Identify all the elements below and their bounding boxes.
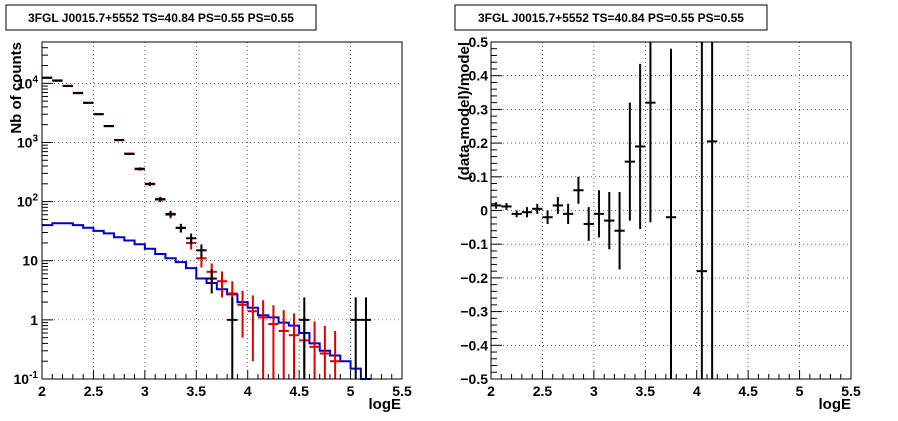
residual-point (542, 210, 553, 224)
data-point (144, 182, 156, 186)
data-point (350, 297, 361, 379)
right-x-tick-label: 3 (590, 383, 598, 399)
left-x-tick-label: 2 (38, 383, 46, 399)
right-x-tick-label: 2 (487, 383, 495, 399)
right-y-tick-label: 0.4 (469, 68, 489, 84)
right-y-axis-label: (data-model)/model (456, 42, 473, 180)
residual-point (501, 203, 512, 210)
left-x-tick-label: 4 (244, 383, 252, 399)
left-x-tick-label: 3 (141, 383, 149, 399)
model-point (268, 305, 279, 379)
residual-point (624, 102, 635, 221)
right-y-tick-label: −0.1 (460, 236, 488, 252)
left-panel: 3FGL J0015.7+5552 TS=40.84 PS=0.55 PS=0.… (5, 4, 412, 413)
data-point (206, 269, 217, 294)
data-point (72, 91, 84, 94)
model-point (247, 295, 258, 362)
residual-point (645, 42, 656, 223)
model-point (309, 321, 320, 379)
left-y-tick-label: 102 (17, 193, 39, 210)
residual-point (521, 207, 533, 218)
right-title: 3FGL J0015.7+5552 TS=40.84 PS=0.55 PS=0.… (478, 11, 744, 25)
right-y-tick-label: 0 (480, 203, 488, 219)
right-residual-points (491, 42, 718, 379)
left-x-tick-label: 2.5 (84, 383, 104, 399)
left-y-tick-label: 1 (30, 312, 38, 328)
left-y-tick-label: 103 (17, 133, 39, 150)
right-title-box (454, 4, 768, 31)
data-point (155, 196, 166, 202)
left-source-histogram (42, 222, 372, 380)
right-panel: 3FGL J0015.7+5552 TS=40.84 PS=0.55 PS=0.… (454, 4, 861, 413)
right-x-tick-label: 5 (796, 383, 804, 399)
model-point (216, 271, 228, 298)
residual-point (511, 210, 522, 218)
data-point (227, 297, 238, 379)
left-plot-frame (41, 41, 403, 380)
left-x-axis-label: logE (369, 396, 402, 413)
residual-point (604, 191, 615, 250)
left-y-axis-label: Nb of counts (8, 42, 25, 134)
left-x-tick-label: 5.5 (392, 383, 412, 399)
residual-point (593, 190, 605, 238)
right-y-tick-label: 0.5 (469, 34, 489, 50)
residual-point (491, 202, 502, 209)
residual-point (552, 197, 563, 214)
left-x-tick-label: 3.5 (187, 383, 207, 399)
data-point (186, 233, 197, 245)
model-point (330, 330, 341, 379)
data-point (83, 101, 94, 104)
residual-point (563, 203, 574, 224)
model-point (288, 313, 300, 379)
left-y-tick-label: 10 (22, 253, 38, 269)
model-point (278, 310, 289, 379)
right-y-tick-label: −0.2 (460, 270, 488, 286)
residual-point (635, 63, 646, 230)
residual-point (573, 176, 584, 204)
data-point (299, 297, 310, 379)
data-point (175, 223, 186, 233)
data-point (62, 85, 73, 88)
model-point (237, 290, 248, 338)
left-x-tick-label: 4.5 (289, 383, 309, 399)
residual-point (614, 191, 625, 270)
residual-point (583, 207, 594, 241)
data-point (114, 139, 125, 142)
left-y-tick-label: 10-1 (14, 370, 39, 387)
left-title-box (5, 4, 317, 31)
left-data-points (42, 76, 372, 379)
residual-point (532, 203, 543, 214)
right-x-tick-label: 2.5 (533, 383, 553, 399)
model-point (258, 300, 269, 379)
right-x-tick-label: 5.5 (841, 383, 861, 399)
residual-point (665, 48, 677, 379)
data-point (134, 167, 145, 171)
right-y-tick-label: −0.4 (460, 337, 488, 353)
data-point (196, 244, 207, 259)
data-point (165, 210, 176, 218)
residual-point (696, 42, 707, 379)
left-x-tick-label: 5 (347, 383, 355, 399)
right-x-tick-label: 3.5 (636, 383, 656, 399)
left-gridlines (42, 42, 402, 379)
residual-point (707, 42, 718, 379)
right-x-tick-label: 4.5 (738, 383, 758, 399)
right-y-tick-label: −0.3 (460, 304, 488, 320)
right-y-tick-label: 0.1 (469, 169, 489, 185)
right-axis-ticks: 2 2.5 3 3.5 4 4.5 5 5.5 −0.5 −0.4 −0.3 −0.2 −0.1 0 0.1… (460, 34, 861, 399)
data-point (360, 297, 372, 379)
source-model-histogram-line (42, 222, 372, 380)
model-point (319, 325, 330, 379)
data-point (93, 113, 104, 116)
right-y-tick-label: 0.3 (469, 101, 489, 117)
right-x-axis-label: logE (819, 396, 852, 413)
data-point (103, 124, 114, 127)
right-x-tick-label: 4 (693, 383, 701, 399)
right-y-tick-label: −0.5 (460, 371, 488, 387)
data-point (124, 152, 135, 155)
right-y-tick-label: 0.2 (469, 135, 489, 151)
left-title: 3FGL J0015.7+5552 TS=40.84 PS=0.55 PS=0.… (28, 11, 294, 25)
